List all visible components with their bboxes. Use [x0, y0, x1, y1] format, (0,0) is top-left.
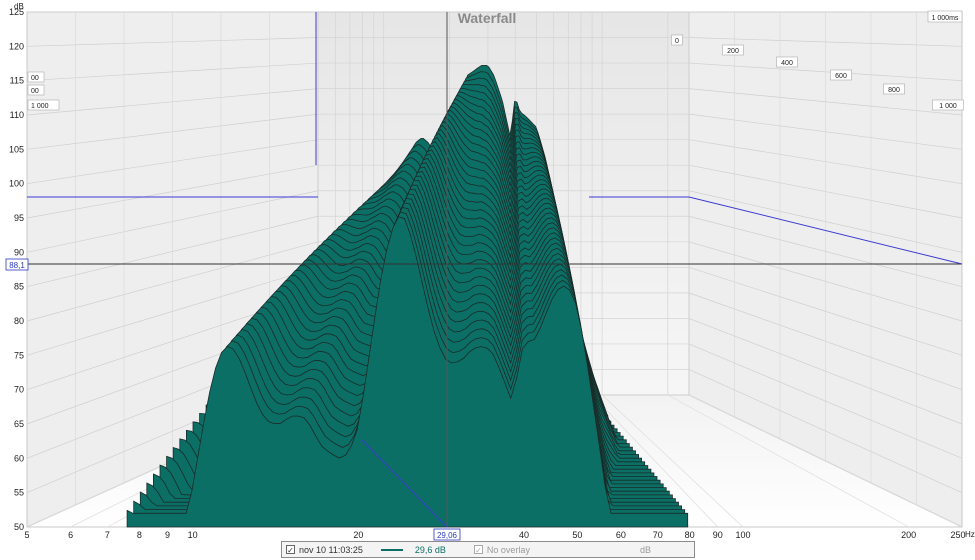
z-tick-box — [776, 56, 798, 68]
left-depth-label: 1 000 — [31, 103, 49, 110]
z-tick-label: 0 — [675, 38, 679, 45]
z-tick-box — [830, 69, 852, 81]
series-swatch — [380, 548, 403, 551]
x-tick-label: 250 — [950, 530, 965, 540]
x-tick-label: 90 — [713, 530, 723, 540]
z-tick-box — [932, 99, 964, 111]
z-max-label: 1 000ms — [932, 15, 959, 22]
x-tick-label: 40 — [519, 530, 529, 540]
z-tick-label: 400 — [781, 60, 793, 67]
cursor-lines[interactable] — [27, 12, 963, 528]
x-tick-label: 50 — [572, 530, 582, 540]
series-label: nov 10 11:03:25 — [299, 544, 363, 555]
x-tick-label: 60 — [616, 530, 626, 540]
cursor-x-value: 29,06 — [437, 531, 458, 540]
left-depth-label: 00 — [31, 75, 39, 82]
left-depth-box — [27, 84, 45, 96]
legend-unit: dB — [639, 544, 651, 555]
y-tick-label: 125 — [9, 7, 24, 17]
left-depth-box — [27, 99, 60, 111]
x-tick-label: 70 — [653, 530, 663, 540]
y-tick-label: 115 — [10, 76, 24, 86]
y-tick-label: 70 — [14, 385, 24, 395]
x-tick-label: 8 — [137, 530, 142, 540]
left-depth-label: 00 — [31, 88, 39, 95]
y-tick-label: 90 — [14, 247, 24, 257]
x-tick-label: 20 — [353, 530, 363, 540]
grid-line-floor — [601, 394, 744, 528]
z-tick-box — [883, 83, 905, 95]
x-tick-label: 5 — [24, 530, 29, 540]
y-tick-label: 80 — [14, 316, 24, 326]
overlay-checkbox[interactable]: ✓ — [473, 545, 483, 555]
y-tick-label: 85 — [14, 282, 24, 292]
waterfall-slice — [126, 216, 689, 528]
left-depth-box — [27, 71, 45, 83]
cursor-depth-diagonal — [688, 196, 963, 265]
y-tick-label: 50 — [14, 522, 24, 532]
cursor-x-box — [433, 528, 461, 541]
z-tick-box — [671, 34, 683, 46]
z-max-box — [927, 10, 963, 23]
chart-labels: WaterfalldBHz505560657075808590951001051… — [5, 2, 975, 541]
z-tick-label: 1 000 — [939, 103, 957, 110]
x-tick-label: 7 — [105, 530, 110, 540]
cursor-y-value: 88,1 — [9, 261, 25, 270]
y-tick-label: 120 — [9, 41, 24, 51]
x-unit-label: Hz — [965, 530, 975, 539]
y-unit-label: dB — [14, 2, 24, 11]
waterfall-slices — [126, 65, 689, 528]
x-tick-label: 100 — [735, 530, 750, 540]
x-tick-label: 80 — [685, 530, 695, 540]
x-tick-label: 10 — [188, 530, 198, 540]
x-tick-label: 9 — [165, 530, 170, 540]
series-checkbox[interactable]: ✓ — [286, 545, 295, 555]
y-tick-label: 95 — [14, 213, 24, 223]
chart-title: Waterfall — [458, 10, 517, 26]
z-tick-box — [722, 44, 744, 56]
legend-bar: ✓ nov 10 11:03:25 29,6 dB ✓ No overlay d… — [281, 541, 695, 558]
overlay-label: No overlay — [486, 544, 530, 555]
grid-line-floor — [667, 394, 909, 528]
cursor-depth-floor — [361, 439, 448, 528]
y-tick-label: 100 — [9, 179, 24, 189]
x-tick-label: 200 — [901, 530, 916, 540]
y-tick-label: 75 — [14, 350, 24, 360]
y-tick-label: 105 — [9, 144, 24, 154]
cursor-y-box — [5, 258, 29, 271]
z-tick-label: 200 — [727, 48, 739, 55]
z-tick-label: 800 — [888, 87, 900, 94]
z-tick-label: 600 — [835, 73, 847, 80]
y-tick-label: 110 — [10, 110, 24, 120]
grid-line-floor — [591, 394, 719, 528]
x-tick-label: 6 — [68, 530, 73, 540]
y-tick-label: 65 — [14, 419, 24, 429]
y-tick-label: 60 — [14, 453, 24, 463]
series-value: 29,6 dB — [414, 544, 446, 555]
y-tick-label: 55 — [14, 488, 24, 498]
